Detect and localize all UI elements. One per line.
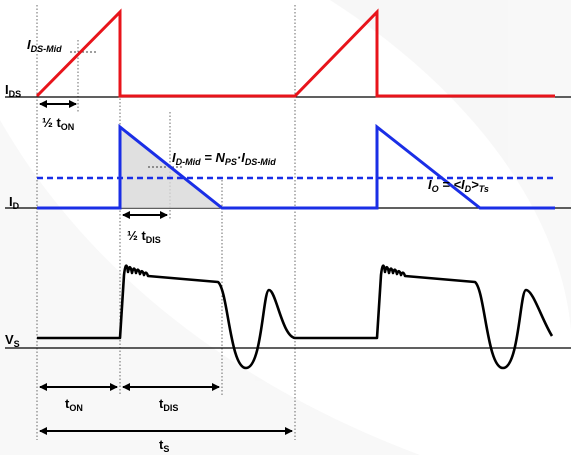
- label-i-ds-mid: IDS-Mid: [27, 37, 62, 54]
- label-t-on: tON: [65, 396, 83, 413]
- label-half-tdis: ½ tDIS: [127, 228, 161, 245]
- time-dimension-arrows: [39, 100, 293, 435]
- label-i-o-average: IO = <ID>Ts: [428, 177, 489, 194]
- label-i-d: ID: [9, 194, 20, 211]
- label-v-s: VS: [5, 332, 20, 349]
- switch-voltage-waveform: [37, 264, 554, 370]
- diode-current-waveform: [37, 123, 555, 210]
- label-t-s: tS: [159, 437, 169, 454]
- label-t-dis: tDIS: [159, 396, 178, 413]
- label-half-ton: ½ tON: [42, 115, 74, 132]
- label-i-d-mid-equation: ID-Mid = NPS·IDS-Mid: [172, 150, 276, 167]
- label-i-ds: IDS: [5, 82, 21, 99]
- switch-current-waveform: [35, 8, 555, 98]
